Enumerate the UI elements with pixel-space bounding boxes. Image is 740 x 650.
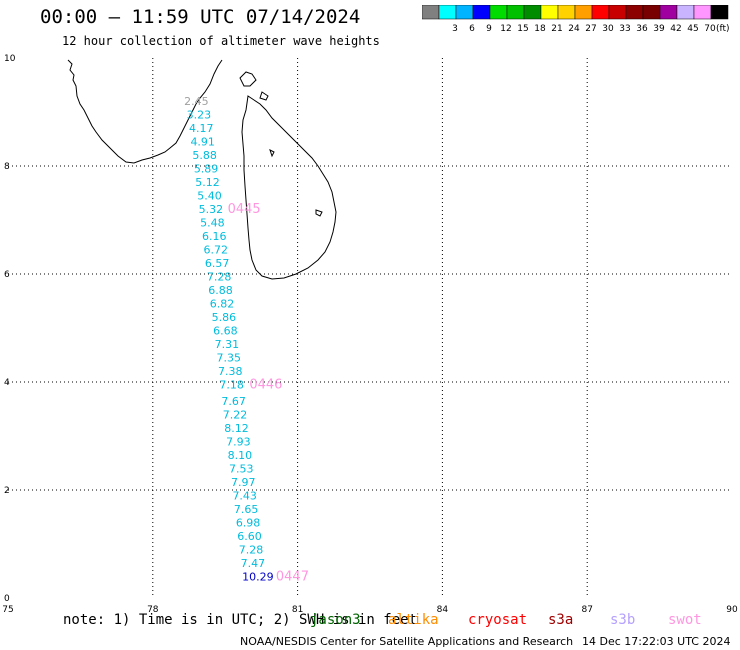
y-tick-label: 6 [4,270,10,280]
wave-height-label: 5.12 [195,176,220,189]
satellite-cryosat: cryosat [468,612,528,628]
satellite-altika: altika [388,612,439,628]
wave-height-label: 3.23 [187,109,212,122]
legend-label: 30 [602,24,614,34]
wave-height-label: 7.47 [241,557,265,570]
legend-label: 24 [568,24,580,34]
credit-date: 14 Dec 17:22:03 UTC 2024 [582,635,731,648]
x-tick-label: 81 [292,605,303,615]
satellite-swot: swot [668,612,702,628]
wave-height-label: 5.89 [194,163,219,176]
wave-height-label: 6.88 [208,284,233,297]
color-legend: 3 6 9 12 15 18 21 24 27 30 33 36 39 42 45 70 (ft) [422,5,730,34]
wave-height-label: 5.40 [197,190,222,203]
wave-height-label: 7.35 [217,352,242,365]
wave-height-label: 10.29 [242,570,273,583]
jaffna-islands [239,71,257,87]
wave-height-label: 7.38 [218,365,243,378]
satellite-s3a: s3a [548,612,574,628]
wave-height-label: 7.93 [226,435,251,448]
wave-height-labels: 2.453.234.174.915.885.895.125.405.325.48… [184,95,273,583]
legend-label: 45 [687,24,698,34]
legend-label: 3 [452,24,458,34]
satellite-jason3: jason3 [310,612,361,628]
wave-height-label: 7.65 [234,503,259,516]
legend-label: 27 [585,24,596,34]
legend-swatch [710,5,729,20]
wave-height-label: 6.60 [237,530,262,543]
wave-height-label: 7.22 [223,408,248,421]
wave-height-label: 4.91 [190,136,215,149]
y-tick-label: 2 [4,486,10,496]
legend-label: 21 [551,24,562,34]
wave-height-label: 7.28 [207,271,232,284]
wave-height-label: 7.28 [239,543,264,556]
small-island-east [315,209,323,217]
x-tick-label: 75 [2,605,13,615]
wave-height-label: 6.98 [236,516,261,529]
coastline [67,59,337,280]
wave-height-label: 6.57 [205,257,230,270]
x-tick-label: 78 [147,605,159,615]
legend-label: 9 [486,24,492,34]
wave-height-label: 8.12 [224,422,249,435]
legend-label: 33 [619,24,630,34]
wave-height-label: 7.18 [219,379,244,392]
sri-lanka-coastline [241,95,337,280]
legend-label: 18 [534,24,546,34]
mannar-island [259,91,269,101]
wave-height-label: 5.88 [192,149,217,162]
wave-height-label: 6.72 [203,244,228,257]
wave-height-label: 5.48 [200,217,225,230]
wave-height-label: 2.45 [184,95,209,108]
pass-time-label: 0446 [249,378,282,393]
pass-time-label: 0447 [276,569,309,584]
wave-height-label: 7.53 [229,462,254,475]
credit-text: NOAA/NESDIS Center for Satellite Applica… [240,635,574,648]
legend-unit: (ft) [716,24,730,34]
india-coastline [67,59,223,164]
legend-label: 15 [517,24,528,34]
wave-height-label: 8.10 [228,449,253,462]
map-grid: 75 78 81 84 87 90 0 2 4 6 8 10 [2,54,738,615]
legend-label: 6 [469,24,475,34]
x-tick-label: 84 [437,605,449,615]
wave-height-label: 7.43 [232,489,257,502]
page-subtitle: 12 hour collection of altimeter wave hei… [62,34,380,48]
legend-label: 12 [500,24,511,34]
wave-height-label: 5.32 [199,203,224,216]
wave-height-label: 6.68 [213,325,238,338]
y-tick-label: 10 [4,54,16,64]
pass-time-label: 0445 [228,202,261,217]
legend-label: 42 [670,24,681,34]
legend-label: 36 [636,24,648,34]
pass-time-labels: 0445 0446 0447 [228,202,309,584]
footer-note: note: 1) Time is in UTC; 2) SWH is in fe… [63,612,418,628]
wave-height-label: 4.17 [189,122,214,135]
wave-height-label: 6.16 [202,230,227,243]
x-tick-label: 87 [581,605,592,615]
legend-label: 70 [704,24,716,34]
wave-height-label: 6.82 [210,298,235,311]
page-title: 00:00 – 11:59 UTC 07/14/2024 [40,6,361,28]
wave-height-label: 7.67 [221,395,246,408]
y-tick-label: 4 [4,378,10,388]
satellite-s3b: s3b [610,612,636,628]
x-tick-label: 90 [726,605,738,615]
wave-height-label: 5.86 [212,311,237,324]
legend-label: 39 [653,24,665,34]
y-tick-label: 0 [4,594,10,604]
y-tick-label: 8 [4,162,10,172]
wave-height-label: 7.31 [215,338,240,351]
small-island [269,149,275,158]
wave-height-label: 7.97 [231,476,256,489]
